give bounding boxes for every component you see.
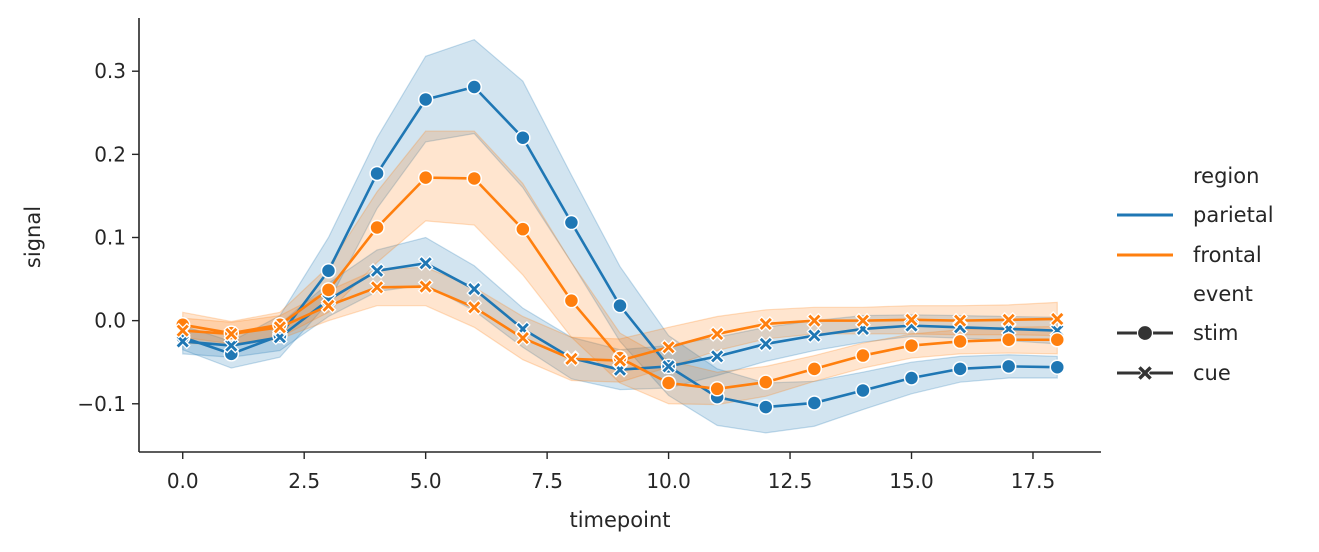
x-tick-label: 10.0 [646, 469, 691, 493]
data-point-parietal-cue-1 [223, 337, 240, 354]
x-tick-label: 17.5 [1011, 469, 1056, 493]
data-point-parietal-stim-14 [855, 382, 871, 399]
legend-item-parietal: parietal [1193, 203, 1274, 227]
x-tick-label: 12.5 [768, 469, 813, 493]
data-point-frontal-stim-12 [758, 374, 774, 390]
data-point-frontal-cue-17 [1000, 311, 1017, 328]
data-point-frontal-cue-4 [369, 279, 385, 296]
legend-item-frontal: frontal [1193, 243, 1262, 267]
axes [138, 18, 1101, 453]
y-axis-label: signal [21, 206, 45, 268]
x-tick-label: 7.5 [531, 469, 563, 493]
y-tick-label: 0.1 [94, 225, 126, 249]
data-point-frontal-cue-2 [271, 319, 288, 336]
data-point-frontal-cue-6 [466, 299, 483, 316]
data-point-frontal-cue-7 [514, 330, 531, 347]
data-point-parietal-cue-4 [369, 262, 385, 279]
y-axis-ticks: −0.1 0.0 0.1 0.2 0.3 [77, 59, 139, 416]
data-point-parietal-cue-6 [466, 281, 483, 297]
legend: region parietal frontal event stim cue [1117, 164, 1274, 385]
data-point-frontal-cue-12 [757, 316, 774, 332]
data-point-parietal-stim-3 [320, 263, 337, 279]
y-tick-label: 0.2 [94, 142, 126, 166]
x-axis-ticks: 0.0 2.5 5.0 7.5 10.0 12.5 15.0 17.5 [167, 452, 1055, 493]
data-point-parietal-stim-7 [515, 129, 531, 146]
data-point-parietal-cue-10 [660, 358, 677, 375]
data-point-parietal-stim-15 [903, 370, 920, 386]
data-point-parietal-stim-17 [1000, 358, 1017, 375]
data-point-frontal-cue-15 [903, 311, 920, 328]
data-point-parietal-stim-13 [806, 395, 823, 411]
data-point-frontal-cue-9 [612, 352, 628, 369]
data-point-frontal-cue-8 [563, 350, 580, 367]
legend-item-cue: cue [1193, 361, 1231, 385]
data-point-frontal-stim-11 [709, 381, 725, 397]
data-point-frontal-stim-18 [1049, 332, 1066, 348]
data-point-frontal-stim-3 [320, 282, 337, 298]
legend-title-region: region [1193, 164, 1259, 188]
series-markers [174, 79, 1066, 415]
data-point-parietal-stim-18 [1049, 359, 1066, 375]
data-point-frontal-cue-3 [320, 297, 337, 314]
ci-band-frontal-stim [182, 130, 1058, 406]
x-axis-label: timepoint [569, 508, 670, 532]
data-point-frontal-stim-10 [660, 375, 677, 391]
y-tick-label: 0.0 [94, 309, 126, 333]
data-point-parietal-stim-8 [563, 214, 580, 231]
data-point-frontal-cue-0 [174, 322, 191, 339]
data-point-parietal-stim-16 [952, 361, 968, 377]
data-point-parietal-stim-4 [369, 165, 385, 182]
data-point-frontal-cue-18 [1049, 311, 1066, 327]
data-point-frontal-stim-6 [466, 170, 482, 187]
data-point-frontal-stim-5 [417, 169, 434, 186]
x-tick-label: 2.5 [288, 469, 320, 493]
data-point-parietal-cue-5 [417, 255, 434, 272]
data-point-frontal-cue-11 [709, 326, 726, 342]
data-point-frontal-cue-16 [952, 312, 969, 329]
data-point-parietal-cue-12 [757, 335, 774, 352]
data-point-parietal-stim-12 [758, 399, 774, 415]
data-point-frontal-stim-7 [515, 221, 531, 237]
legend-item-stim: stim [1193, 321, 1238, 345]
data-point-parietal-stim-6 [466, 79, 482, 95]
data-point-parietal-stim-5 [417, 91, 434, 108]
data-point-frontal-stim-17 [1000, 332, 1017, 348]
data-point-frontal-cue-10 [660, 339, 677, 356]
x-tick-label: 5.0 [410, 469, 442, 493]
data-point-frontal-cue-14 [855, 312, 871, 329]
x-tick-label: 15.0 [889, 469, 934, 493]
data-point-frontal-stim-4 [369, 219, 385, 236]
x-tick-label: 0.0 [167, 469, 199, 493]
circle-marker-icon [1136, 324, 1154, 342]
data-point-frontal-stim-14 [855, 347, 871, 364]
data-point-frontal-stim-15 [903, 337, 920, 354]
data-point-parietal-stim-9 [612, 297, 628, 314]
data-point-frontal-cue-1 [223, 326, 240, 342]
data-point-frontal-cue-5 [417, 278, 434, 295]
data-point-frontal-cue-13 [806, 312, 823, 329]
data-point-parietal-cue-11 [709, 348, 726, 365]
data-point-parietal-cue-13 [806, 327, 823, 344]
data-point-frontal-stim-8 [563, 292, 580, 309]
data-point-frontal-stim-16 [952, 333, 968, 350]
x-marker-icon [1136, 364, 1154, 382]
legend-title-event: event [1193, 282, 1253, 306]
y-tick-label: 0.3 [94, 59, 126, 83]
confidence-bands [182, 38, 1058, 434]
data-point-frontal-stim-13 [806, 361, 823, 377]
y-tick-label: −0.1 [77, 392, 126, 416]
